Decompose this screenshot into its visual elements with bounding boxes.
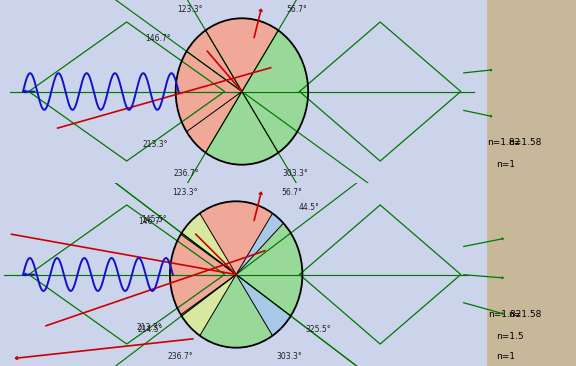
Text: 214.5°: 214.5° [138, 325, 163, 334]
Text: n=1.82: n=1.82 [488, 310, 521, 319]
Polygon shape [236, 274, 302, 316]
Polygon shape [242, 92, 308, 153]
Text: n=1.82: n=1.82 [487, 138, 520, 147]
Polygon shape [170, 234, 236, 315]
Polygon shape [236, 223, 302, 274]
Bar [487, 0, 576, 183]
Text: 303.3°: 303.3° [282, 169, 308, 178]
Text: 56.7°: 56.7° [287, 5, 308, 14]
Polygon shape [187, 30, 242, 92]
Polygon shape [176, 51, 242, 132]
Polygon shape [200, 274, 272, 348]
Text: 213.3°: 213.3° [137, 322, 162, 332]
Text: 236.7°: 236.7° [168, 352, 193, 361]
Polygon shape [206, 92, 278, 165]
Bar [487, 183, 576, 366]
Text: 145.5°: 145.5° [141, 215, 166, 224]
Text: 236.7°: 236.7° [173, 169, 199, 178]
Polygon shape [206, 18, 278, 92]
Polygon shape [236, 213, 283, 274]
Text: n=1: n=1 [497, 160, 516, 169]
Text: 44.5°: 44.5° [299, 203, 320, 212]
Polygon shape [181, 274, 236, 336]
Polygon shape [200, 201, 272, 274]
Polygon shape [181, 233, 236, 274]
Text: 325.5°: 325.5° [306, 325, 332, 334]
Text: n=1.58: n=1.58 [509, 138, 542, 147]
Polygon shape [187, 92, 242, 153]
Text: n=1: n=1 [497, 352, 516, 361]
Bar [0, 183, 487, 366]
Bar [0, 0, 487, 183]
Text: n=1.5: n=1.5 [497, 332, 524, 341]
Text: 146.7°: 146.7° [139, 217, 164, 227]
Text: 146.7°: 146.7° [146, 34, 171, 43]
Text: 123.3°: 123.3° [172, 188, 198, 197]
Polygon shape [181, 274, 236, 316]
Polygon shape [242, 30, 308, 92]
Text: 56.7°: 56.7° [281, 188, 302, 197]
Text: 213.3°: 213.3° [142, 140, 168, 149]
Text: n=1.58: n=1.58 [509, 310, 542, 319]
Polygon shape [236, 274, 291, 336]
Text: 123.3°: 123.3° [177, 5, 202, 14]
Polygon shape [181, 213, 236, 274]
Text: 303.3°: 303.3° [276, 352, 302, 361]
